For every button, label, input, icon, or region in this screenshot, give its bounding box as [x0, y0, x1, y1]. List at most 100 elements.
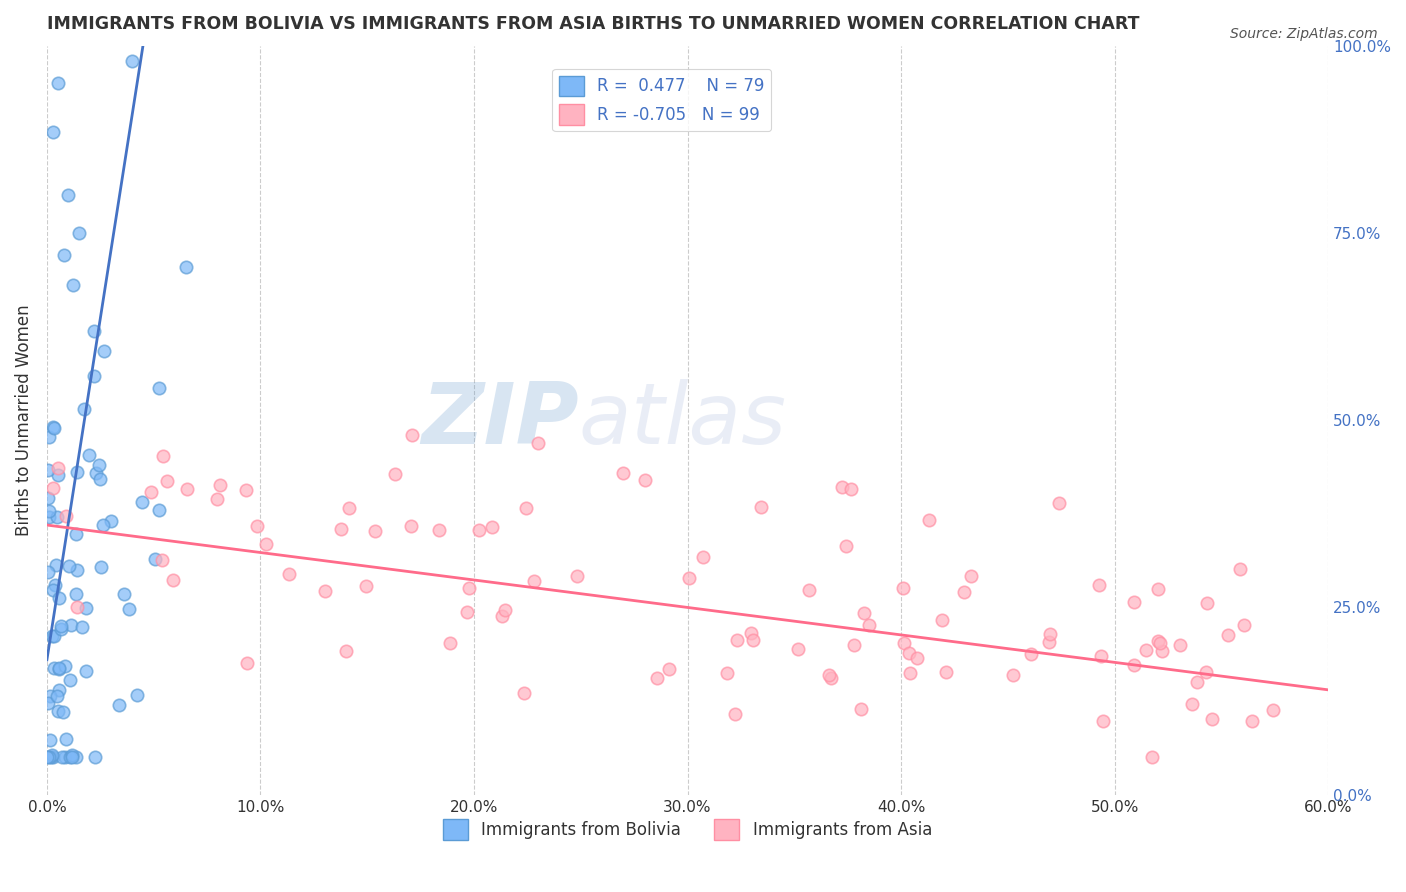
Point — [246, 519, 269, 533]
Text: Source: ZipAtlas.com: Source: ZipAtlas.com — [1230, 27, 1378, 41]
Point — [35, 750, 58, 764]
Point — [59, 673, 82, 688]
Point — [456, 605, 478, 619]
Point — [121, 54, 143, 68]
Point — [513, 686, 536, 700]
Point — [1168, 638, 1191, 652]
Point — [897, 646, 920, 660]
Point — [1001, 668, 1024, 682]
Legend: Immigrants from Bolivia, Immigrants from Asia: Immigrants from Bolivia, Immigrants from… — [436, 813, 939, 847]
Point — [567, 569, 589, 583]
Point — [139, 485, 162, 500]
Point — [42, 661, 65, 675]
Point — [83, 750, 105, 764]
Point — [356, 579, 378, 593]
Point — [797, 582, 820, 597]
Text: ZIP: ZIP — [420, 379, 579, 462]
Point — [439, 635, 461, 649]
Point — [42, 419, 65, 434]
Point — [751, 500, 773, 515]
Point — [898, 666, 921, 681]
Point — [39, 750, 62, 764]
Point — [740, 626, 762, 640]
Point — [46, 705, 69, 719]
Point — [1019, 647, 1042, 661]
Point — [787, 642, 810, 657]
Point — [174, 260, 197, 274]
Text: atlas: atlas — [579, 379, 786, 462]
Point — [93, 517, 115, 532]
Point — [1218, 628, 1240, 642]
Point — [65, 587, 87, 601]
Point — [645, 671, 668, 685]
Point — [93, 343, 115, 358]
Point — [65, 527, 87, 541]
Point — [53, 750, 76, 764]
Point — [41, 747, 63, 762]
Point — [1181, 698, 1204, 712]
Point — [148, 381, 170, 395]
Point — [205, 492, 228, 507]
Point — [844, 638, 866, 652]
Point — [55, 658, 77, 673]
Point — [314, 583, 336, 598]
Point — [46, 468, 69, 483]
Point — [52, 705, 75, 719]
Point — [235, 483, 257, 497]
Point — [38, 733, 60, 747]
Point — [692, 549, 714, 564]
Point — [42, 629, 65, 643]
Point — [494, 603, 516, 617]
Point — [90, 560, 112, 574]
Point — [38, 750, 60, 764]
Point — [38, 430, 60, 444]
Point — [527, 435, 550, 450]
Point — [1090, 649, 1112, 664]
Point — [60, 750, 83, 764]
Point — [1261, 703, 1284, 717]
Point — [66, 600, 89, 615]
Point — [918, 513, 941, 527]
Point — [70, 620, 93, 634]
Point — [84, 466, 107, 480]
Point — [515, 501, 537, 516]
Point — [73, 401, 96, 416]
Point — [48, 683, 70, 698]
Point — [1092, 714, 1115, 729]
Point — [716, 665, 738, 680]
Point — [152, 449, 174, 463]
Point — [39, 689, 62, 703]
Point — [337, 501, 360, 516]
Point — [59, 750, 82, 764]
Point — [678, 571, 700, 585]
Point — [935, 665, 957, 679]
Point — [48, 591, 70, 605]
Point — [46, 689, 69, 703]
Point — [853, 606, 876, 620]
Point — [1185, 674, 1208, 689]
Point — [725, 632, 748, 647]
Point — [77, 448, 100, 462]
Point — [236, 657, 259, 671]
Point — [399, 518, 422, 533]
Point — [143, 551, 166, 566]
Point — [38, 504, 60, 518]
Point — [162, 574, 184, 588]
Point — [931, 613, 953, 627]
Point — [176, 483, 198, 497]
Point — [858, 618, 880, 632]
Point — [46, 76, 69, 90]
Point — [83, 369, 105, 384]
Point — [55, 732, 77, 747]
Point — [112, 587, 135, 601]
Point — [67, 226, 90, 240]
Point — [481, 520, 503, 534]
Point — [1152, 643, 1174, 657]
Point — [329, 522, 352, 536]
Point — [51, 750, 73, 764]
Point — [48, 661, 70, 675]
Point — [1122, 595, 1144, 609]
Point — [125, 688, 148, 702]
Point — [49, 622, 72, 636]
Point — [66, 466, 89, 480]
